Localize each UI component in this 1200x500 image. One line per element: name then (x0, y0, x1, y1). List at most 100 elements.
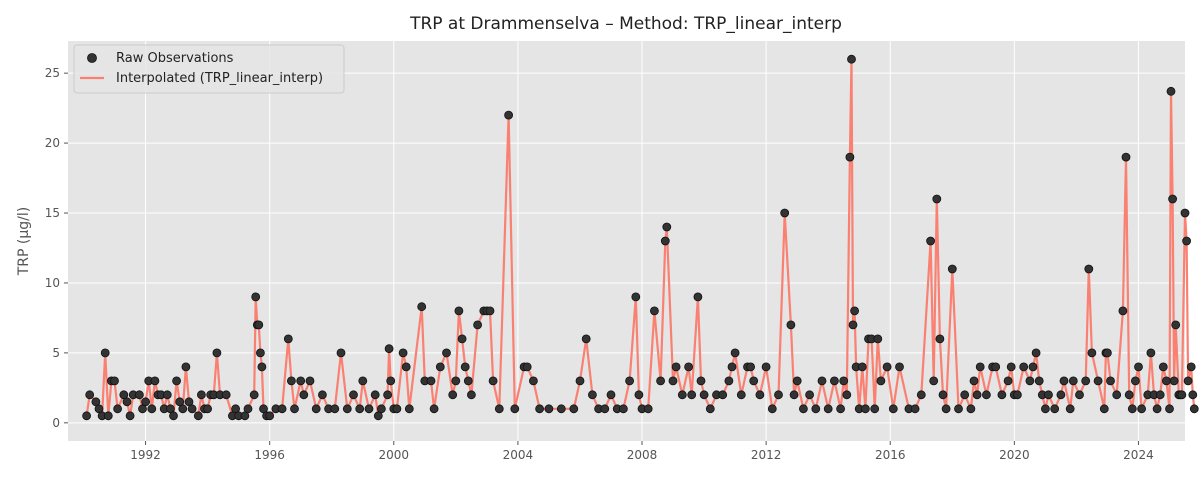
observation-point (488, 376, 498, 386)
observation-point (699, 390, 709, 400)
legend-label-observations: Raw Observations (116, 51, 234, 66)
observation-point (969, 376, 979, 386)
observation-point (1093, 376, 1103, 386)
observation-point (656, 376, 665, 386)
observation-point (193, 411, 203, 421)
observation-point (255, 348, 265, 358)
observation-point (848, 320, 858, 330)
observation-point (926, 236, 935, 246)
observation-point (870, 404, 880, 414)
observation-point (1162, 376, 1171, 386)
observation-point (435, 362, 445, 372)
grid (68, 41, 1185, 441)
observation-point (847, 54, 856, 64)
observation-point (746, 362, 755, 372)
observation-point (277, 404, 287, 414)
observation-point (792, 376, 802, 386)
observation-point (82, 411, 91, 421)
observation-point (463, 376, 473, 386)
observation-point (823, 404, 833, 414)
observation-point (836, 404, 845, 414)
observation-point (991, 362, 1001, 372)
observation-point (1155, 390, 1165, 400)
y-tick-label: 15 (45, 206, 60, 220)
y-tick-label: 10 (45, 276, 60, 290)
legend-box (73, 44, 345, 94)
observation-point (251, 292, 261, 302)
observation-point (1013, 390, 1022, 400)
observation-point (1177, 390, 1187, 400)
observation-point (466, 390, 476, 400)
observation-point (342, 404, 352, 414)
observation-point (417, 302, 427, 312)
observation-point (383, 390, 393, 400)
observation-point (122, 397, 132, 407)
observation-point (110, 376, 119, 386)
observation-point (761, 362, 771, 372)
observation-point (730, 348, 740, 358)
observation-point (966, 404, 976, 414)
x-axis: 1992 1996 2000 2004 2008 2012 2016 2020 2024 (130, 441, 1154, 462)
observation-point (451, 376, 461, 386)
observation-point (1189, 404, 1199, 414)
observation-point (1131, 376, 1140, 386)
observation-point (286, 376, 296, 386)
observation-point (257, 362, 267, 372)
observation-point (85, 390, 95, 400)
legend: Raw Observations Interpolated (TRP_linea… (73, 44, 345, 94)
observation-point (799, 404, 808, 414)
observation-point (203, 404, 213, 414)
observation-point (662, 222, 672, 232)
observation-point (805, 390, 814, 400)
observation-point (625, 376, 634, 386)
y-axis: 0 5 10 15 20 25 (45, 66, 68, 430)
observation-point (404, 404, 414, 414)
observation-point (494, 404, 504, 414)
observation-point (1171, 320, 1181, 330)
observation-point (370, 390, 380, 400)
observation-point (1182, 236, 1191, 246)
observation-point (147, 404, 157, 414)
observation-point (134, 390, 144, 400)
observation-point (141, 397, 151, 407)
observation-point (982, 390, 991, 400)
observation-point (882, 362, 892, 372)
observation-point (581, 334, 591, 344)
observation-point (696, 376, 706, 386)
observation-point (358, 376, 368, 386)
observation-point (1031, 348, 1041, 358)
observation-point (510, 404, 520, 414)
observation-point (947, 264, 957, 274)
observation-point (817, 376, 827, 386)
observation-point (575, 376, 585, 386)
observation-point (1059, 376, 1069, 386)
observation-point (249, 390, 259, 400)
observation-point (569, 404, 579, 414)
chart-title: TRP at Drammenselva – Method: TRP_linear… (409, 14, 842, 34)
observation-point (631, 292, 641, 302)
observation-point (941, 404, 951, 414)
observation-point (1146, 348, 1156, 358)
observation-point (460, 362, 470, 372)
observation-point (485, 306, 495, 316)
observation-point (830, 376, 839, 386)
observation-point (454, 306, 464, 316)
observation-point (349, 390, 358, 400)
observation-point (1134, 362, 1143, 372)
observation-point (364, 404, 374, 414)
observation-point (169, 411, 178, 421)
observation-point (929, 376, 939, 386)
observation-point (336, 348, 346, 358)
observation-point (330, 404, 340, 414)
observation-point (1041, 404, 1050, 414)
observation-point (660, 236, 670, 246)
observation-point (504, 110, 514, 120)
observation-point (384, 344, 394, 354)
observation-point (876, 376, 886, 386)
raw-observations-series (82, 54, 1199, 421)
observation-point (650, 306, 659, 316)
legend-label-interpolated: Interpolated (TRP_linear_interp) (116, 71, 323, 86)
observation-point (727, 362, 737, 372)
observation-point (1106, 376, 1115, 386)
